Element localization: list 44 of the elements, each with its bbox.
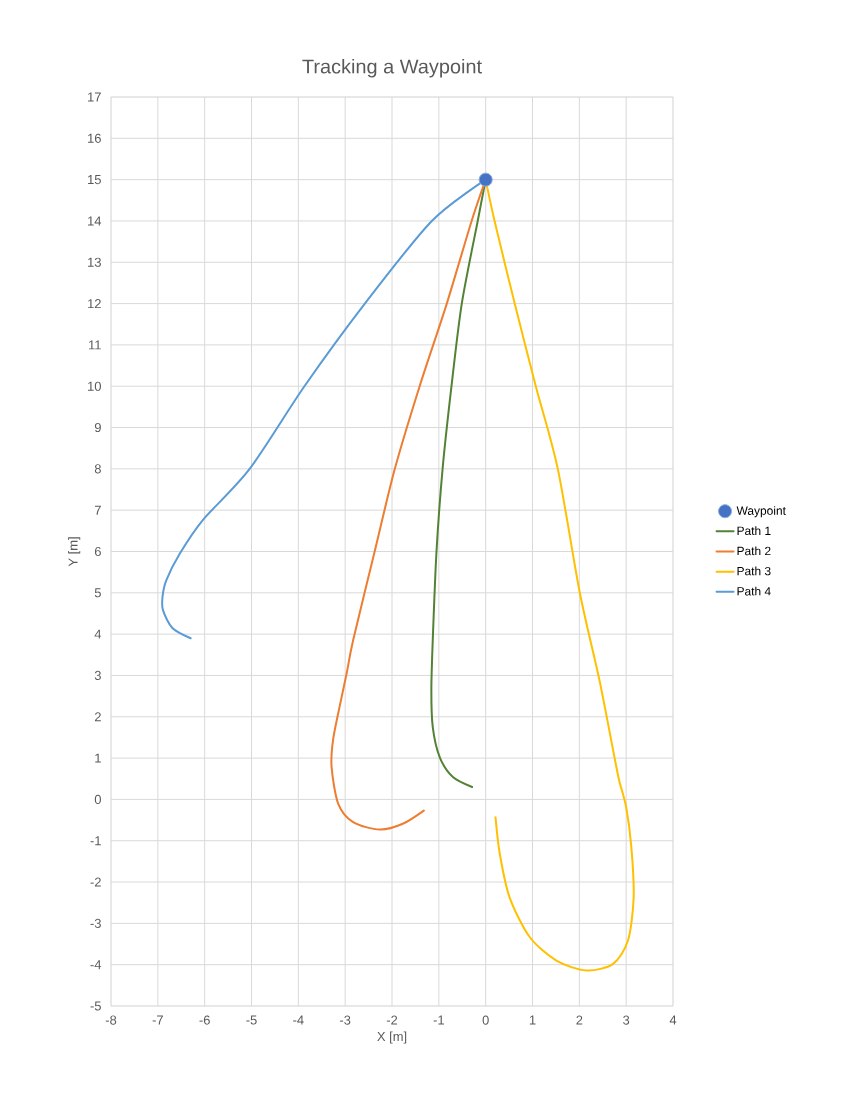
- y-tick-label: 6: [94, 546, 101, 557]
- y-tick-label: -5: [90, 1001, 101, 1011]
- x-axis-title: X [m]: [377, 1031, 407, 1044]
- x-tick-label: 0: [482, 1015, 489, 1025]
- legend-label: Path 1: [737, 526, 771, 536]
- y-tick-label: 17: [88, 92, 101, 102]
- y-tick-label: 15: [88, 175, 101, 185]
- y-tick-label: 12: [88, 299, 101, 309]
- y-tick-label: 0: [94, 794, 101, 804]
- x-tick-label: -4: [293, 1015, 304, 1025]
- x-tick-label: -8: [105, 1015, 117, 1025]
- legend-label: Waypoint: [736, 506, 786, 518]
- y-tick-label: 13: [88, 257, 101, 267]
- y-tick-label: 7: [94, 505, 101, 515]
- legend-label: Path 2: [737, 546, 771, 556]
- y-tick-label: -3: [90, 918, 101, 928]
- y-tick-label: 4: [94, 629, 102, 639]
- legend-label: Path 3: [737, 566, 771, 576]
- x-tick-label: 2: [576, 1015, 583, 1025]
- x-tick-label: -7: [152, 1015, 163, 1025]
- y-tick-label: 1: [95, 753, 101, 763]
- y-tick-label: -1: [90, 836, 101, 846]
- y-tick-label: -4: [90, 960, 102, 970]
- y-axis-title: Y [m]: [68, 537, 81, 567]
- y-tick-label: 10: [88, 381, 101, 391]
- x-tick-label: -1: [433, 1015, 444, 1025]
- legend-label: Path 4: [737, 586, 771, 596]
- y-tick-label: 8: [94, 464, 101, 474]
- y-tick-label: -2: [90, 877, 101, 887]
- y-tick-label: 11: [89, 340, 101, 350]
- y-tick-label: 14: [88, 216, 102, 226]
- x-tick-label: 4: [669, 1015, 677, 1025]
- x-tick-label: -3: [339, 1015, 351, 1025]
- x-tick-label: -2: [386, 1015, 398, 1025]
- y-tick-label: 16: [88, 133, 101, 143]
- y-tick-label: 5: [94, 588, 101, 598]
- x-tick-label: -6: [199, 1015, 210, 1025]
- y-tick-label: 9: [94, 422, 101, 433]
- y-tick-label: 2: [94, 712, 101, 722]
- y-tick-label: 3: [94, 670, 101, 681]
- x-tick-label: -5: [246, 1015, 257, 1025]
- chart-title: Tracking a Waypoint: [302, 58, 482, 78]
- x-tick-label: 3: [623, 1015, 630, 1025]
- x-tick-label: 1: [529, 1015, 536, 1025]
